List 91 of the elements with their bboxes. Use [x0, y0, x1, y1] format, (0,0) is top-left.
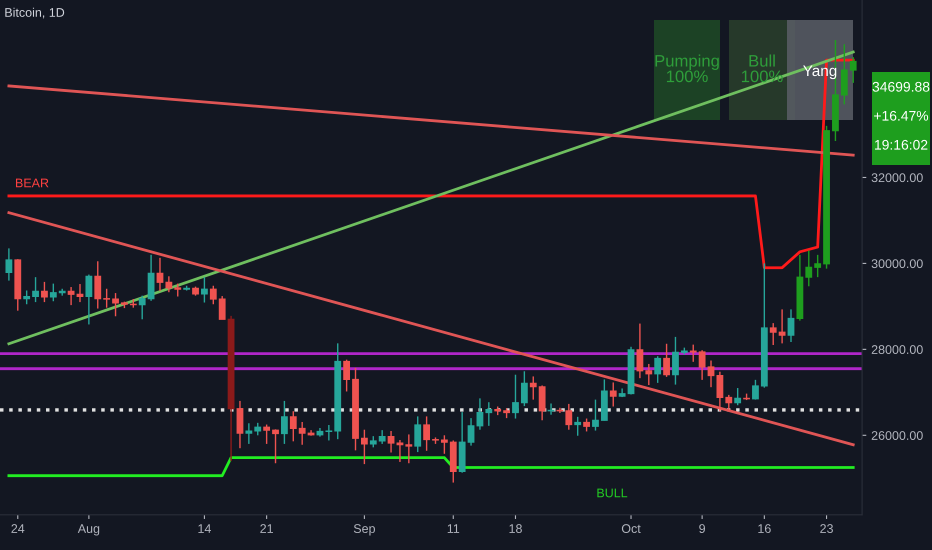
x-tick-label: Aug [78, 524, 100, 536]
candlestick [503, 408, 510, 419]
candlestick [654, 356, 662, 384]
candlestick [94, 260, 102, 310]
y-tick-label: 28000.00 [872, 345, 923, 354]
x-tick-label: Oct [622, 524, 641, 534]
candlestick [778, 308, 786, 344]
candlestick [788, 308, 794, 343]
candlestick [41, 281, 48, 303]
x-tick-label: 24 [11, 524, 24, 533]
candlestick [218, 295, 226, 320]
candlestick [138, 294, 146, 320]
candlestick [520, 370, 528, 407]
candlestick [23, 290, 30, 305]
candlestick [378, 429, 386, 445]
candlestick [68, 286, 74, 306]
candlestick [405, 434, 412, 464]
candlestick [370, 435, 377, 448]
candlestick [530, 376, 537, 400]
candlestick [610, 382, 617, 408]
candlestick [103, 288, 110, 308]
candlestick [50, 282, 57, 302]
candlestick [690, 344, 697, 363]
candlestick [485, 402, 492, 427]
candlestick [850, 56, 857, 84]
candlestick [734, 387, 742, 406]
candlestick [388, 430, 394, 454]
candlestick [112, 292, 119, 317]
candlestick [423, 416, 430, 452]
x-tick-label: 21 [260, 524, 273, 533]
y-tick-label: 30000.00 [872, 259, 923, 268]
candlestick [272, 428, 279, 464]
annotation: BEAR [16, 178, 48, 188]
candlestick [548, 402, 554, 416]
candlestick [85, 274, 92, 326]
candlestick [645, 363, 652, 386]
annotation: BULL [597, 488, 628, 498]
candlestick [281, 400, 288, 445]
candlestick [245, 422, 252, 445]
candlestick [254, 422, 262, 436]
annotation: Bull 100% [742, 54, 783, 82]
y-tick-label: 26000.00 [872, 431, 923, 440]
candlestick [192, 286, 199, 296]
candlestick [360, 429, 368, 465]
candlestick [663, 343, 670, 378]
candlestick [592, 398, 599, 432]
candlestick [716, 371, 724, 412]
candlestick [5, 248, 12, 282]
candlestick [583, 418, 590, 432]
candlestick [725, 394, 732, 412]
text: Bitcoin, 1D [5, 8, 64, 18]
candlestick [32, 276, 39, 303]
candlestick [805, 250, 812, 287]
candlestick [298, 421, 306, 446]
candlestick [708, 360, 714, 388]
candlestick [343, 358, 350, 392]
candlestick [565, 403, 572, 430]
text: +16.47% [874, 110, 928, 121]
candlestick [770, 322, 777, 346]
candlestick [290, 410, 297, 442]
candlestick [201, 276, 208, 304]
candlestick [636, 322, 644, 379]
candlestick [814, 254, 822, 278]
candlestick [574, 416, 582, 436]
candlestick [440, 434, 448, 454]
candlestick [396, 439, 404, 463]
candlestick [156, 257, 164, 292]
x-tick-label: Sep [354, 524, 375, 536]
candlestick [672, 336, 679, 386]
text: 19:16:02 [875, 140, 928, 150]
candlestick [468, 417, 474, 446]
candlestick [698, 350, 706, 381]
y-tick-label: 32000.00 [872, 173, 923, 182]
candlestick [476, 398, 484, 430]
candlestick [174, 282, 182, 298]
x-tick-label: 11 [448, 524, 460, 533]
text: 34699.88 [872, 82, 930, 92]
x-tick-label: 14 [198, 524, 211, 533]
candlestick [414, 416, 422, 453]
x-tick-label: 23 [820, 524, 833, 534]
x-tick-label: 16 [758, 524, 771, 534]
x-tick-label: 9 [699, 524, 706, 534]
candlestick [165, 276, 172, 293]
candlestick [76, 283, 84, 303]
candlestick [263, 424, 270, 445]
candlestick [325, 424, 332, 442]
candlestick [752, 379, 759, 400]
annotation: Pumping 100% [655, 54, 719, 82]
candlestick [512, 374, 519, 420]
candlestick [210, 285, 217, 305]
x-tick-label: 18 [509, 524, 522, 534]
